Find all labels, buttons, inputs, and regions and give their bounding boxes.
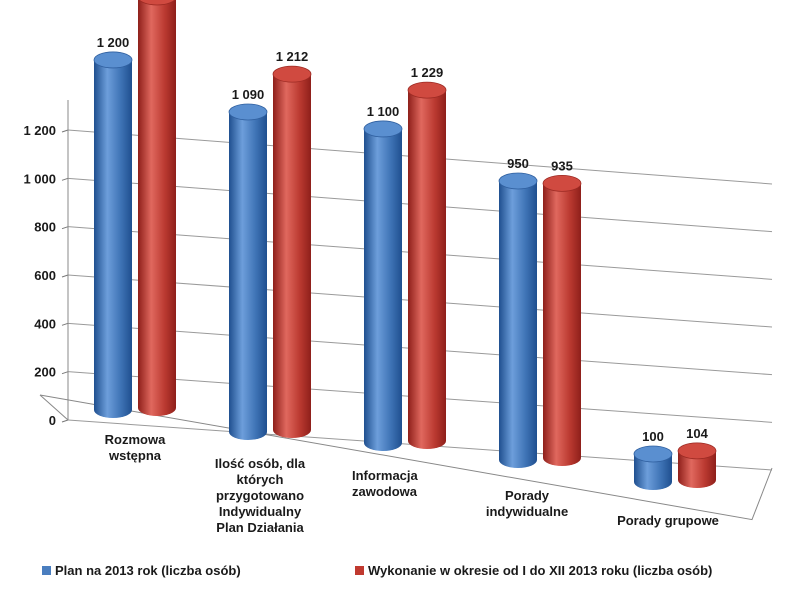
y-tick bbox=[61, 226, 69, 230]
bar-cap bbox=[542, 174, 582, 192]
y-tick-label: 600 bbox=[34, 268, 56, 283]
x-tick-label: Porady grupowe bbox=[617, 513, 719, 528]
y-tick-label: 400 bbox=[34, 316, 56, 331]
data-label: 935 bbox=[551, 158, 573, 173]
x-tick-label: Porady indywidualne bbox=[486, 488, 568, 519]
data-label: 1 212 bbox=[276, 49, 309, 64]
x-tick-label: Rozmowa wstępna bbox=[105, 432, 166, 463]
bar-cylinder bbox=[273, 74, 311, 438]
data-label: 1 100 bbox=[367, 104, 400, 119]
y-tick bbox=[61, 322, 69, 326]
x-tick-label: Informacja zawodowa bbox=[352, 468, 419, 499]
data-label: 1 200 bbox=[97, 35, 130, 50]
bar-cylinder bbox=[634, 454, 672, 490]
y-tick-label: 200 bbox=[34, 365, 56, 380]
legend-swatch-plan bbox=[42, 566, 51, 575]
bar-cylinder bbox=[408, 90, 446, 450]
bar-cylinder bbox=[94, 59, 132, 419]
bar-cylinder bbox=[364, 128, 402, 451]
floor-side bbox=[39, 394, 69, 421]
bar-cylinder bbox=[229, 111, 267, 440]
legend-label-wykonanie: Wykonanie w okresie od I do XII 2013 rok… bbox=[368, 563, 713, 578]
y-tick bbox=[61, 419, 69, 423]
legend-item-wykonanie: Wykonanie w okresie od I do XII 2013 rok… bbox=[355, 563, 712, 578]
bar-cylinder bbox=[499, 180, 537, 469]
y-tick-label: 0 bbox=[49, 413, 56, 428]
legend-label-plan: Plan na 2013 rok (liczba osób) bbox=[55, 563, 241, 578]
y-tick bbox=[61, 371, 69, 375]
bar-cap bbox=[498, 172, 538, 190]
bar-cap bbox=[677, 442, 717, 460]
bar-cap bbox=[272, 65, 312, 83]
floor-edge bbox=[39, 394, 773, 521]
bar-cylinder bbox=[138, 0, 176, 416]
bar-cap bbox=[633, 445, 673, 463]
y-tick-label: 1 200 bbox=[23, 123, 56, 138]
data-label: 950 bbox=[507, 156, 529, 171]
legend-swatch-wykonanie bbox=[355, 566, 364, 575]
bar-cylinder bbox=[678, 450, 716, 488]
bar-cap bbox=[138, 0, 176, 6]
bar-cap bbox=[93, 51, 133, 69]
bar-cap bbox=[228, 103, 268, 121]
y-tick-label: 1 000 bbox=[23, 171, 56, 186]
data-label: 1 090 bbox=[232, 87, 265, 102]
data-label: 1 229 bbox=[411, 65, 444, 80]
y-tick bbox=[61, 177, 69, 181]
y-tick bbox=[61, 129, 69, 133]
legend: Plan na 2013 rok (liczba osób) Wykonanie… bbox=[0, 563, 785, 585]
bar-cap bbox=[363, 120, 403, 138]
data-label: 104 bbox=[686, 426, 708, 441]
x-tick-label: Ilość osób, dla których przygotowano Indywi… bbox=[215, 456, 306, 535]
y-tick bbox=[61, 274, 69, 278]
legend-item-plan: Plan na 2013 rok (liczba osób) bbox=[42, 563, 241, 578]
data-label: 100 bbox=[642, 429, 664, 444]
bar-cylinder bbox=[543, 183, 581, 466]
bar-cap bbox=[407, 81, 447, 99]
y-tick-label: 800 bbox=[34, 220, 56, 235]
